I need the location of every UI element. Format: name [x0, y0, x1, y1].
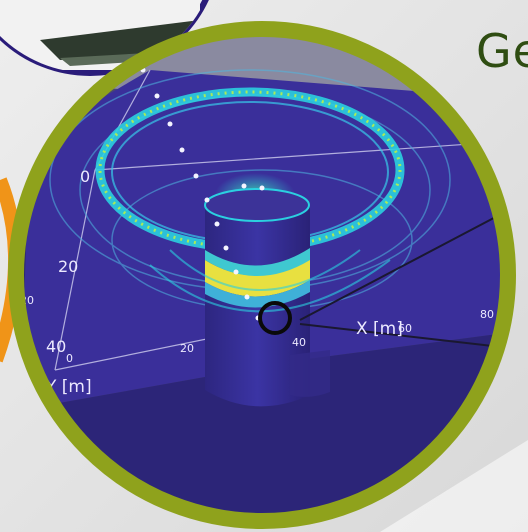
tick-x-60: 60 — [398, 322, 412, 335]
tick-x-40: 40 — [292, 336, 306, 349]
tick-depth-0: 0 — [80, 167, 90, 186]
frame-ring — [8, 21, 516, 529]
borehole-column — [204, 188, 330, 407]
y-axis-label: Y [m] — [45, 377, 92, 397]
x-axis-label: X [m] — [356, 319, 403, 339]
light-swoosh — [380, 440, 528, 532]
tick-x-20: 20 — [180, 342, 194, 355]
tick-y-20: 20 — [58, 257, 78, 276]
receiver-marker — [258, 301, 292, 335]
tick-y-0: 0 — [66, 352, 73, 365]
tick-x-80: 80 — [480, 308, 494, 321]
heading-fragment: Ge — [476, 24, 528, 78]
survey-points — [140, 67, 265, 321]
tick-y-40: 40 — [46, 337, 66, 356]
